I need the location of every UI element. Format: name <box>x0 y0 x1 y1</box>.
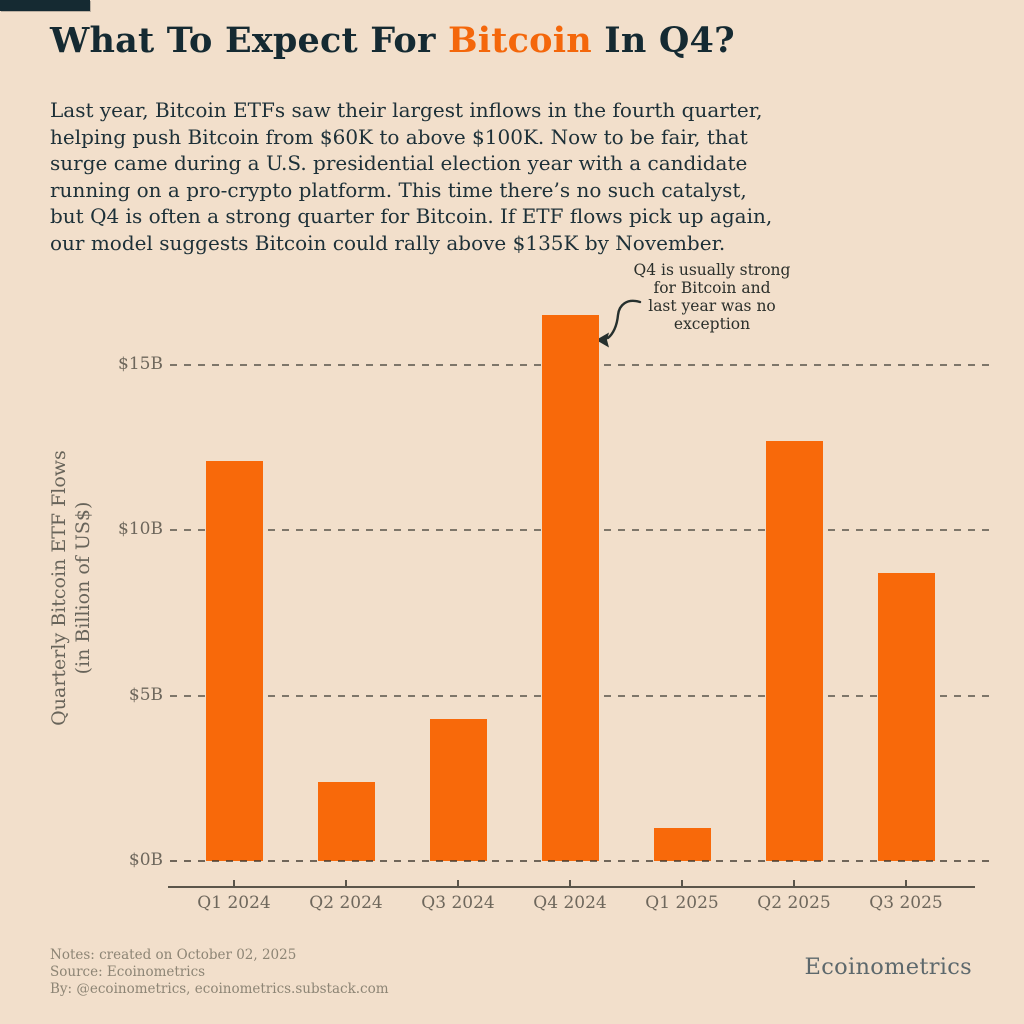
y-tick-label-0b: $0B <box>128 850 163 870</box>
x-tick-q1-2025 <box>681 880 683 888</box>
intro-line: Last year, Bitcoin ETFs saw their larges… <box>50 98 763 122</box>
x-tick-q3-2024 <box>457 880 459 888</box>
title-highlight-bitcoin: Bitcoin <box>448 20 592 61</box>
annotation-line: Q4 is usually strong <box>633 261 791 279</box>
bar-q4-2024 <box>541 315 599 861</box>
intro-line: running on a pro-crypto platform. This t… <box>50 177 747 202</box>
x-tick-q2-2025 <box>793 880 795 888</box>
annotation-arrow-icon <box>596 299 642 348</box>
x-tick-q4-2024 <box>569 880 571 888</box>
y-axis-title-line1: Quarterly Bitcoin ETF Flows <box>48 450 70 726</box>
bar-q2-2025 <box>765 441 823 861</box>
x-tick-q1-2024 <box>233 880 235 888</box>
intro-line: surge came during a U.S. presidential el… <box>50 151 748 175</box>
brand-bar <box>0 0 90 11</box>
intro-line: but Q4 is often a strong quarter for Bit… <box>50 204 773 228</box>
y-tick-label-15b: $15B <box>118 353 163 374</box>
x-axis-label-q2-2024: Q2 2024 <box>309 893 383 913</box>
annotation-line: for Bitcoin and <box>653 279 771 297</box>
y-tick-label-10b: $10B <box>118 519 163 540</box>
x-axis-label-q1-2024: Q1 2024 <box>197 893 271 913</box>
bar-q2-2024 <box>317 781 375 861</box>
annotation-line: exception <box>673 315 751 333</box>
x-axis-label-q3-2025: Q3 2025 <box>869 893 943 913</box>
intro-paragraph: Last year, Bitcoin ETFs saw their larges… <box>50 97 772 256</box>
footer-note-source: Source: Ecoinometrics <box>50 964 206 981</box>
x-axis-label-q3-2024: Q3 2024 <box>421 893 495 913</box>
title-prefix: What To Expect For <box>50 20 448 61</box>
bar-q3-2024 <box>429 718 487 861</box>
annotation-line: last year was no <box>648 297 776 315</box>
brand-logo: Ecoinometrics <box>804 954 972 980</box>
chart-annotation: Q4 is usually strong for Bitcoin and las… <box>626 261 798 333</box>
title-suffix: In Q4? <box>591 20 735 61</box>
intro-line: our model suggests Bitcoin could rally a… <box>50 230 726 255</box>
footer-notes: Notes: created on October 02, 2025 Sourc… <box>50 947 389 999</box>
x-tick-q3-2025 <box>905 880 907 888</box>
footer-note-by: By: @ecoinometrics, ecoinometrics.substa… <box>50 981 389 998</box>
bar-q1-2025 <box>653 827 711 861</box>
x-tick-q2-2024 <box>345 880 347 888</box>
x-axis-label-q4-2024: Q4 2024 <box>533 893 607 913</box>
bar-q3-2025 <box>877 573 935 861</box>
x-axis-label-q1-2025: Q1 2025 <box>645 893 719 913</box>
gridline-0b <box>170 860 990 862</box>
bar-q1-2024 <box>205 460 263 861</box>
footer-note-created: Notes: created on October 02, 2025 <box>50 947 297 963</box>
page-title: What To Expect For Bitcoin In Q4? <box>50 20 735 61</box>
x-axis-label-q2-2025: Q2 2025 <box>757 893 831 913</box>
x-axis-line <box>168 886 975 888</box>
intro-line: helping push Bitcoin from $60K to above … <box>50 124 748 149</box>
y-tick-label-5b: $5B <box>128 684 163 705</box>
